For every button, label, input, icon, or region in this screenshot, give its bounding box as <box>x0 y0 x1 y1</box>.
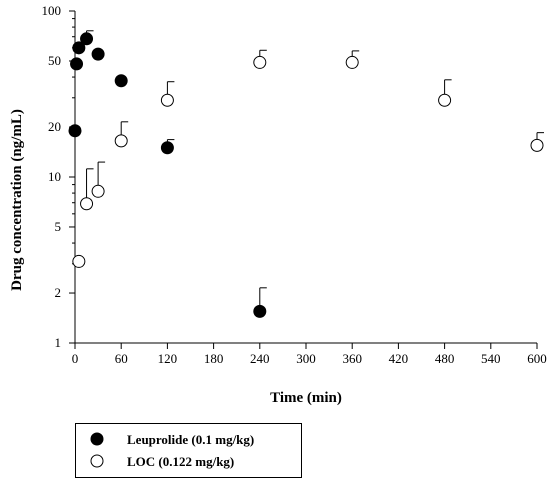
x-tick-label: 180 <box>204 351 224 366</box>
data-point <box>345 55 359 69</box>
x-tick-label: 540 <box>481 351 501 366</box>
y-tick-label: 1 <box>55 335 62 350</box>
x-tick-label: 360 <box>342 351 362 366</box>
y-tick-label: 2 <box>55 285 62 300</box>
x-tick-label: 420 <box>389 351 409 366</box>
x-axis-label: Time (min) <box>270 390 342 406</box>
y-tick-label: 20 <box>48 119 61 134</box>
legend-marker-loc <box>90 454 104 468</box>
x-tick-label: 0 <box>72 351 79 366</box>
y-ticks: 1 2 5 10 20 50 100 <box>42 3 75 350</box>
x-tick-label: 600 <box>527 351 547 366</box>
x-tick-label: 120 <box>158 351 178 366</box>
data-point <box>160 141 174 155</box>
series-layer <box>68 30 544 318</box>
y-tick-label: 50 <box>48 53 61 68</box>
series-leuprolide <box>68 30 267 318</box>
x-tick-label: 240 <box>250 351 270 366</box>
x-ticks: 0 60 120 180 240 300 360 420 480 540 600 <box>72 343 547 366</box>
data-point <box>160 93 174 107</box>
data-point <box>72 41 86 55</box>
data-point <box>438 93 452 107</box>
data-point <box>80 32 94 46</box>
data-point <box>68 124 82 138</box>
x-tick-label: 300 <box>296 351 316 366</box>
legend-box <box>75 423 302 478</box>
y-tick-label: 100 <box>42 3 62 18</box>
data-point <box>72 254 86 268</box>
y-tick-label: 5 <box>55 219 62 234</box>
y-tick-label: 10 <box>48 169 61 184</box>
y-axis-label: Drug concentration (ng/mL) <box>9 109 25 291</box>
x-tick-label: 60 <box>115 351 128 366</box>
legend-marker-leuprolide <box>90 432 104 446</box>
data-point <box>70 57 84 71</box>
data-point <box>530 138 544 152</box>
legend: Leuprolide (0.1 mg/kg) LOC (0.122 mg/kg) <box>75 423 302 478</box>
data-point <box>80 197 94 211</box>
series-loc <box>72 49 544 268</box>
data-point <box>91 184 105 198</box>
legend-label-loc: LOC (0.122 mg/kg) <box>127 454 234 469</box>
data-point <box>114 134 128 148</box>
data-point <box>253 304 267 318</box>
data-point <box>253 55 267 69</box>
legend-label-leuprolide: Leuprolide (0.1 mg/kg) <box>127 432 254 447</box>
data-point <box>91 47 105 61</box>
x-tick-label: 480 <box>435 351 455 366</box>
data-point <box>114 74 128 88</box>
axes <box>74 11 537 344</box>
